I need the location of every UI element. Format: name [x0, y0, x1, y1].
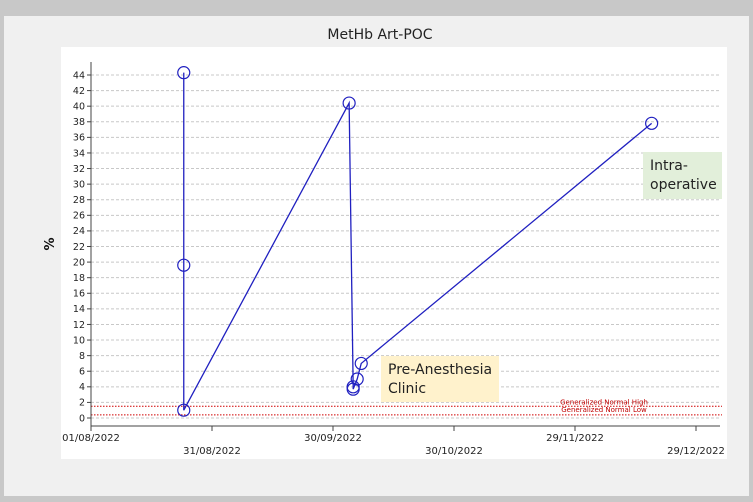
y-tick-label: 20 [73, 257, 85, 268]
y-tick-label: 10 [73, 335, 85, 346]
y-tick-label: 38 [73, 117, 85, 128]
reference-line-label: Generalized Normal Low [561, 406, 647, 414]
y-tick-label: 44 [73, 70, 85, 81]
y-tick-label: 42 [73, 86, 85, 97]
y-tick-label: 6 [79, 367, 85, 378]
x-tick-label: 30/09/2022 [304, 433, 362, 444]
annotation-text: operative [650, 177, 717, 193]
data-point[interactable] [342, 96, 356, 110]
y-tick-label: 24 [73, 226, 85, 237]
data-point[interactable] [350, 372, 364, 386]
data-point[interactable] [354, 356, 368, 371]
y-axis-label: % [43, 237, 58, 250]
chart: MetHb Art-POC Generalized Normal HighGen… [43, 27, 727, 459]
y-tick-label: 28 [73, 195, 85, 206]
y-tick-label: 32 [73, 164, 85, 175]
y-tick-label: 16 [73, 289, 85, 300]
annotations: Intra-operative Pre-Anesthesia Clinic [381, 152, 722, 402]
annotation-text: Pre-Anesthesia [388, 362, 492, 378]
reference-line-label: Generalized Normal High [560, 398, 648, 406]
annotation-text: Clinic [388, 381, 426, 397]
y-tick-label: 36 [73, 133, 85, 144]
y-tick-label: 22 [73, 242, 85, 253]
y-tick-label: 30 [73, 179, 85, 190]
y-tick-label: 4 [79, 382, 85, 393]
y-tick-label: 34 [73, 148, 85, 159]
y-tick-label: 26 [73, 211, 85, 222]
data-point[interactable] [177, 258, 191, 272]
series-line [177, 66, 659, 417]
y-tick-label: 0 [79, 413, 85, 424]
x-tick-label: 29/11/2022 [546, 433, 604, 444]
x-tick-label: 29/12/2022 [667, 446, 725, 457]
data-point[interactable] [177, 66, 191, 80]
y-tick-label: 12 [73, 320, 85, 331]
y-tick-label: 2 [79, 398, 85, 409]
x-tick-label: 31/08/2022 [183, 446, 241, 457]
chart-frame: MetHb Art-POC Generalized Normal High Gen… [4, 16, 749, 496]
x-tick-label: 01/08/2022 [62, 433, 120, 444]
data-point[interactable] [645, 116, 659, 130]
y-tick-label: 8 [79, 351, 85, 362]
data-point[interactable] [177, 403, 191, 417]
y-tick-label: 40 [73, 101, 85, 112]
annotation-box-intra [643, 152, 722, 199]
annotation-text: Intra- [650, 158, 688, 174]
x-tick-label: 30/10/2022 [425, 446, 483, 457]
series-line-path [183, 72, 653, 411]
y-tick-label: 18 [73, 273, 85, 284]
chart-title: MetHb Art-POC [327, 27, 432, 43]
y-tick-label: 14 [73, 304, 85, 315]
axes: 0246810121416182022242628303234363840424… [62, 62, 725, 457]
annotation-box-pre [381, 356, 499, 402]
